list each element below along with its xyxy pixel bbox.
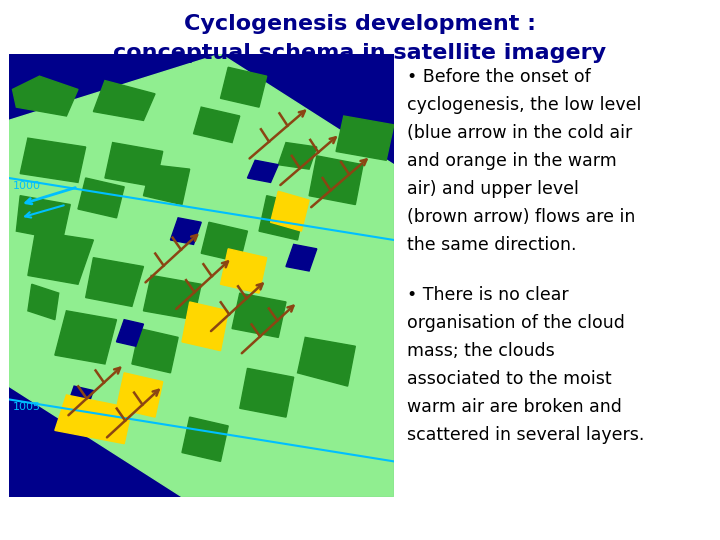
Text: scattered in several layers.: scattered in several layers. xyxy=(407,426,644,444)
Polygon shape xyxy=(297,338,356,386)
Text: (brown arrow) flows are in: (brown arrow) flows are in xyxy=(407,208,635,226)
Text: cyclogenesis, the low level: cyclogenesis, the low level xyxy=(407,96,642,113)
Text: • Before the onset of: • Before the onset of xyxy=(407,68,590,85)
Polygon shape xyxy=(28,284,59,320)
Polygon shape xyxy=(105,143,163,187)
Polygon shape xyxy=(202,222,248,262)
Polygon shape xyxy=(12,76,78,116)
Polygon shape xyxy=(286,245,317,271)
Polygon shape xyxy=(66,386,94,413)
Polygon shape xyxy=(182,417,228,461)
Polygon shape xyxy=(279,143,317,169)
Text: air) and upper level: air) and upper level xyxy=(407,180,579,198)
Polygon shape xyxy=(20,138,86,183)
Polygon shape xyxy=(143,275,202,320)
Polygon shape xyxy=(94,80,155,120)
Polygon shape xyxy=(28,231,94,284)
Text: conceptual schema in satellite imagery: conceptual schema in satellite imagery xyxy=(114,43,606,63)
Polygon shape xyxy=(336,116,394,160)
Polygon shape xyxy=(232,293,286,338)
Text: 1005: 1005 xyxy=(12,402,40,413)
Polygon shape xyxy=(117,320,143,346)
Polygon shape xyxy=(248,160,279,183)
Polygon shape xyxy=(9,54,394,497)
Text: organisation of the cloud: organisation of the cloud xyxy=(407,314,625,332)
Text: associated to the moist: associated to the moist xyxy=(407,370,611,388)
Text: Cyclogenesis development :: Cyclogenesis development : xyxy=(184,14,536,33)
Polygon shape xyxy=(143,165,189,205)
Text: the same direction.: the same direction. xyxy=(407,236,576,254)
Polygon shape xyxy=(240,368,294,417)
Text: (blue arrow in the cold air: (blue arrow in the cold air xyxy=(407,124,632,141)
Polygon shape xyxy=(220,249,266,293)
Text: and orange in the warm: and orange in the warm xyxy=(407,152,616,170)
Polygon shape xyxy=(182,302,228,350)
Text: 1000: 1000 xyxy=(12,181,40,191)
Polygon shape xyxy=(220,68,266,107)
Polygon shape xyxy=(117,373,163,417)
Polygon shape xyxy=(86,258,143,306)
Text: mass; the clouds: mass; the clouds xyxy=(407,342,554,360)
Polygon shape xyxy=(171,218,202,245)
Polygon shape xyxy=(309,156,363,205)
Polygon shape xyxy=(194,107,240,143)
Polygon shape xyxy=(259,195,305,240)
Polygon shape xyxy=(78,178,125,218)
Polygon shape xyxy=(55,311,117,364)
Polygon shape xyxy=(55,395,132,444)
Polygon shape xyxy=(271,191,309,231)
Polygon shape xyxy=(132,328,178,373)
Text: warm air are broken and: warm air are broken and xyxy=(407,398,621,416)
Text: • There is no clear: • There is no clear xyxy=(407,286,568,303)
Polygon shape xyxy=(17,195,71,240)
